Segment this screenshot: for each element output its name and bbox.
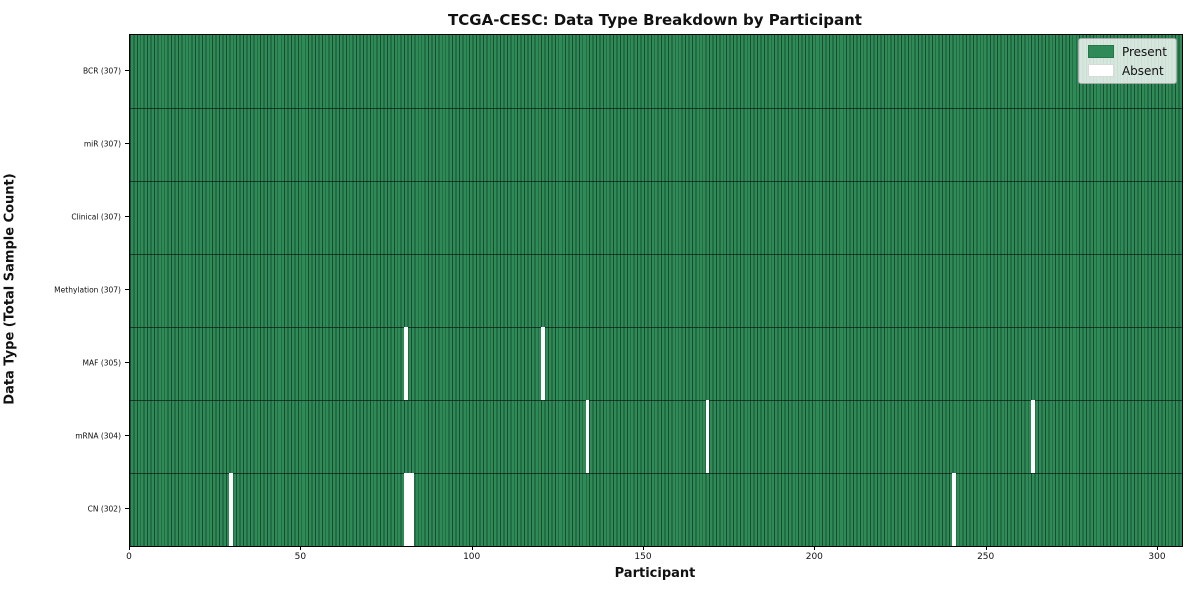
y-tick-mark — [125, 289, 129, 290]
y-tick-label-Clinical: Clinical (307) — [71, 212, 121, 221]
y-tick-label-Methylation: Methylation (307) — [54, 285, 121, 294]
x-tick-mark — [985, 546, 987, 550]
legend-item-present: Present — [1087, 44, 1167, 59]
legend-label-absent: Absent — [1121, 63, 1164, 78]
x-tick-label-300: 300 — [1148, 552, 1166, 562]
y-tick-mark — [125, 362, 129, 363]
row-separator — [130, 399, 1182, 401]
row-separator — [130, 253, 1182, 255]
y-tick-label-miR: miR (307) — [83, 139, 121, 148]
y-tick-label-mRNA: mRNA (304) — [75, 431, 121, 440]
absent-cell-CN-240 — [952, 473, 956, 546]
row-separator — [130, 326, 1182, 328]
row-separator — [130, 180, 1182, 182]
absent-cell-mRNA-133 — [585, 400, 590, 473]
y-tick-mark — [125, 216, 129, 217]
y-tick-label-CN: CN (302) — [87, 504, 121, 513]
plot-area: Present Absent — [129, 34, 1183, 547]
x-tick-label-250: 250 — [977, 552, 995, 562]
x-tick-mark — [643, 546, 644, 550]
legend: Present Absent — [1077, 38, 1177, 84]
absent-cell-CN-80 — [404, 473, 408, 546]
absent-cell-mRNA-168 — [705, 400, 710, 473]
chart-title: TCGA-CESC: Data Type Breakdown by Partic… — [448, 11, 862, 29]
x-axis-label: Participant — [614, 566, 696, 581]
x-tick-label-0: 0 — [126, 552, 132, 562]
x-tick-mark — [471, 546, 473, 550]
y-tick-mark — [125, 435, 129, 436]
x-tick-label-150: 150 — [634, 552, 652, 562]
absent-cell-CN-82 — [410, 473, 415, 546]
absent-cell-MAF-120 — [541, 327, 545, 400]
x-tick-mark — [814, 546, 816, 550]
y-tick-label-MAF: MAF (305) — [82, 358, 121, 367]
row-separator — [130, 107, 1182, 109]
y-tick-mark — [125, 70, 129, 71]
x-tick-label-100: 100 — [463, 552, 481, 562]
absent-cell-CN-29 — [229, 473, 233, 546]
row-separator — [130, 472, 1182, 474]
x-tick-mark — [300, 546, 302, 550]
absent-swatch — [1087, 64, 1114, 77]
y-axis-label: Data Type (Total Sample Count) — [2, 173, 18, 405]
x-tick-label-50: 50 — [294, 552, 307, 562]
present-swatch — [1087, 45, 1114, 58]
x-tick-mark — [129, 546, 130, 550]
x-tick-mark — [1157, 546, 1158, 550]
legend-label-present: Present — [1121, 44, 1167, 59]
x-tick-label-200: 200 — [805, 552, 823, 562]
y-tick-label-BCR: BCR (307) — [82, 66, 121, 75]
legend-item-absent: Absent — [1087, 63, 1167, 78]
absent-cell-MAF-80 — [404, 327, 408, 400]
y-tick-mark — [125, 508, 129, 509]
y-tick-mark — [125, 143, 129, 144]
absent-cell-CN-81 — [407, 473, 411, 546]
absent-cell-mRNA-263 — [1031, 400, 1035, 473]
